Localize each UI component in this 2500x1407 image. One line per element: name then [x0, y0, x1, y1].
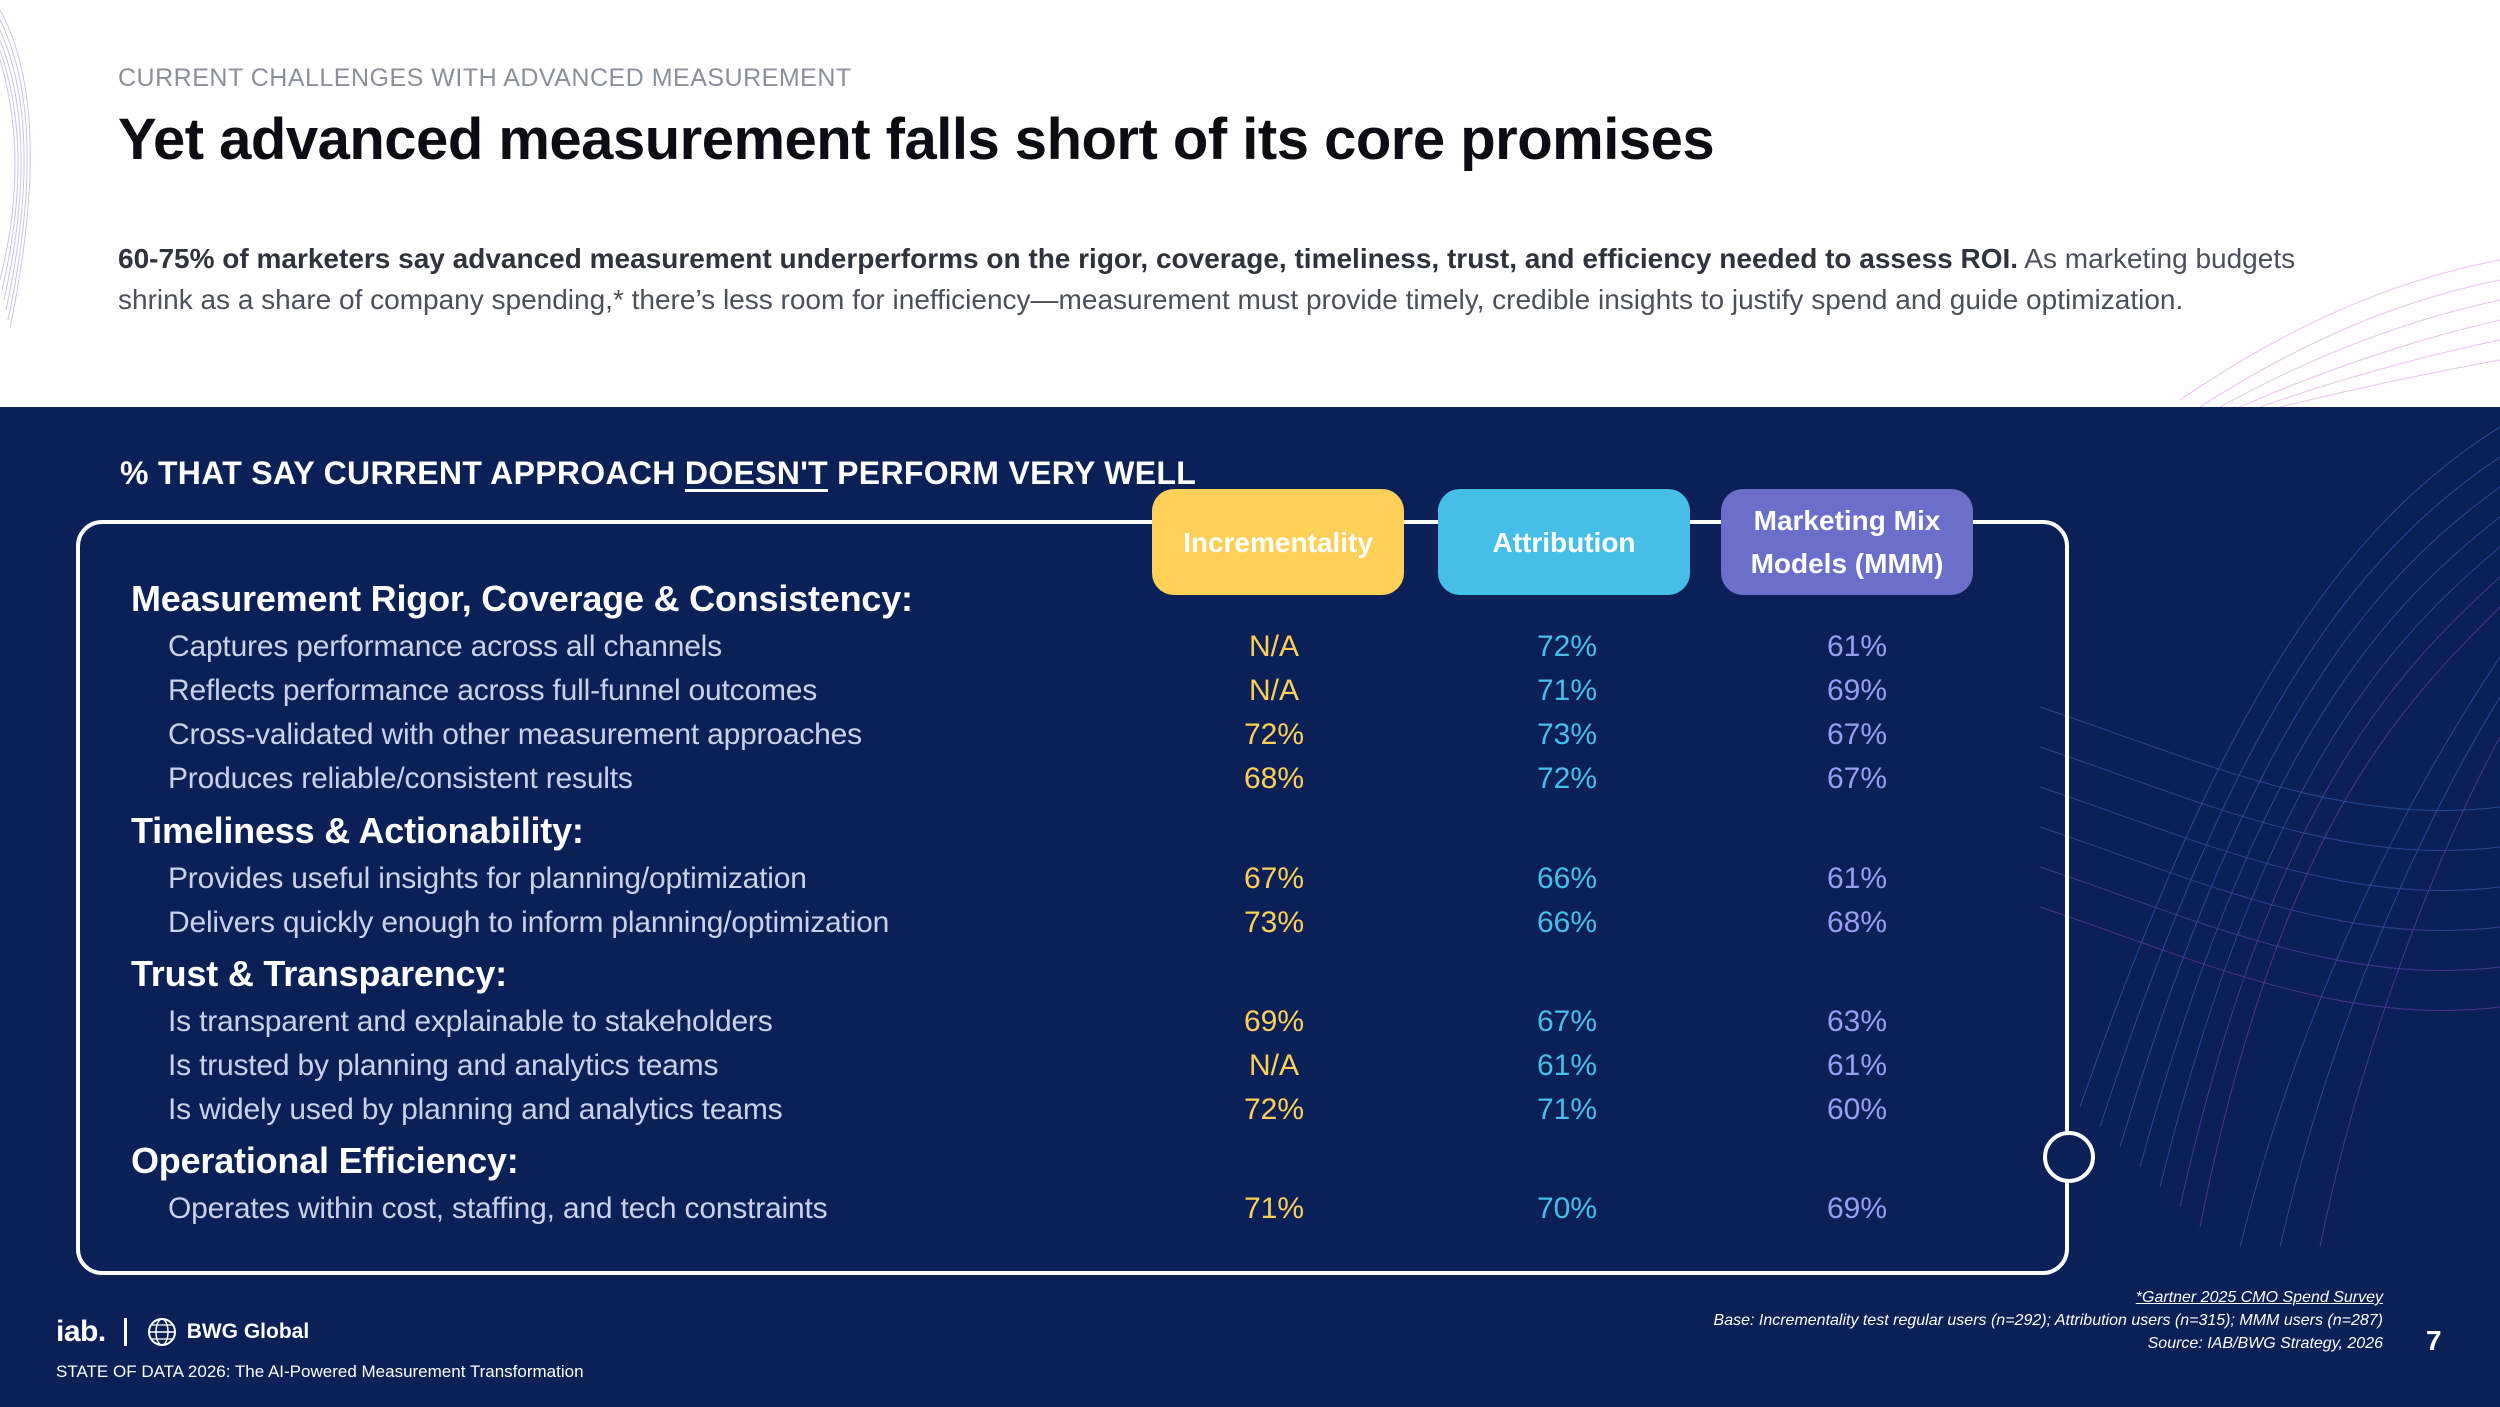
table-cell-attribution: 72%	[1536, 630, 1598, 663]
group-heading: Trust & Transparency:	[131, 953, 507, 994]
table-cell-mmm: 61%	[1826, 630, 1888, 663]
table-cell-mmm: 68%	[1826, 906, 1888, 939]
section-title: % THAT SAY CURRENT APPROACH DOESN'T PERF…	[120, 455, 1196, 492]
column-header-mmm: Marketing Mix Models (MMM)	[1721, 489, 1973, 595]
table-cell-incrementality: 73%	[1243, 906, 1305, 939]
lede-bold: 60-75% of marketers say advanced measure…	[118, 243, 2019, 274]
table-cell-incrementality: 71%	[1243, 1192, 1305, 1225]
table-cell-attribution: 71%	[1536, 674, 1598, 707]
table-cell-mmm: 67%	[1826, 762, 1888, 795]
table-row-label: Is widely used by planning and analytics…	[168, 1093, 783, 1126]
table-cell-incrementality: 68%	[1243, 762, 1305, 795]
group-heading: Timeliness & Actionability:	[131, 810, 584, 851]
table-row-label: Reflects performance across full-funnel …	[168, 674, 818, 707]
lede-rest: As marketing budgets shrink as a share o…	[118, 243, 2296, 315]
page-number: 7	[2426, 1325, 2442, 1356]
table-cell-incrementality: N/A	[1248, 630, 1299, 663]
table-cell-mmm: 63%	[1826, 1005, 1888, 1038]
table-cell-attribution: 66%	[1536, 906, 1598, 939]
table-row-label: Delivers quickly enough to inform planni…	[168, 906, 890, 939]
table-cell-incrementality: 72%	[1243, 718, 1305, 751]
panel-circle-marker	[2043, 1131, 2095, 1183]
footnote-source: Source: IAB/BWG Strategy, 2026	[2147, 1335, 2383, 1352]
report-title: STATE OF DATA 2026: The AI-Powered Measu…	[56, 1362, 584, 1381]
section-title-emphasis: DOESN'T	[684, 455, 828, 491]
lede-paragraph: 60-75% of marketers say advanced measure…	[118, 238, 2358, 320]
table-cell-attribution: 73%	[1536, 718, 1598, 751]
page-title: Yet advanced measurement falls short of …	[118, 107, 1715, 172]
table-row-label: Produces reliable/consistent results	[168, 762, 633, 795]
table-row-label: Is trusted by planning and analytics tea…	[168, 1049, 719, 1082]
table-cell-attribution: 72%	[1536, 762, 1598, 795]
globe-icon	[147, 1318, 176, 1346]
group-heading: Measurement Rigor, Coverage & Consistenc…	[131, 578, 913, 619]
table-row-label: Is transparent and explainable to stakeh…	[168, 1005, 773, 1038]
mesh-lines-decoration	[2040, 426, 2500, 1247]
table-cell-attribution: 66%	[1536, 862, 1598, 895]
wave-lines-decoration-top	[2180, 259, 2500, 407]
table-cell-mmm: 67%	[1826, 718, 1888, 751]
footnote-base: Base: Incrementality test regular users …	[1713, 1312, 2383, 1329]
table-cell-incrementality: 72%	[1243, 1093, 1305, 1126]
table-cell-mmm: 69%	[1826, 674, 1888, 707]
column-header-mmm-label: Marketing Mix Models (MMM)	[1750, 505, 1944, 579]
wave-lines-decoration	[0, 9, 31, 329]
table-panel	[76, 520, 2069, 1275]
table-row-label: Provides useful insights for planning/op…	[168, 862, 807, 895]
table-cell-mmm: 61%	[1826, 1049, 1888, 1082]
section-title-start: % THAT SAY CURRENT APPROACH	[120, 455, 685, 491]
header-area: CURRENT CHALLENGES WITH ADVANCED MEASURE…	[0, 0, 2500, 407]
table-cell-incrementality: 69%	[1243, 1005, 1305, 1038]
table-cell-incrementality: N/A	[1248, 1049, 1299, 1082]
eyebrow-label: CURRENT CHALLENGES WITH ADVANCED MEASURE…	[118, 64, 852, 92]
table-cell-mmm: 69%	[1826, 1192, 1888, 1225]
table-cell-mmm: 60%	[1826, 1093, 1888, 1126]
table-cell-incrementality: 67%	[1243, 862, 1305, 895]
bwg-logo-text: BWG Global	[186, 1320, 310, 1343]
footnotes: *Gartner 2025 CMO Spend Survey Base: Inc…	[1714, 1286, 2383, 1355]
footnote-gartner[interactable]: *Gartner 2025 CMO Spend Survey	[2135, 1289, 2383, 1306]
table-row-label: Operates within cost, staffing, and tech…	[168, 1192, 828, 1225]
column-header-incrementality: Incrementality	[1152, 489, 1404, 595]
table-cell-incrementality: N/A	[1248, 674, 1299, 707]
group-heading: Operational Efficiency:	[131, 1140, 519, 1181]
column-header-attribution: Attribution	[1438, 489, 1690, 595]
bwg-logo: BWG Global	[145, 1315, 310, 1349]
table-row-label: Cross-validated with other measurement a…	[168, 718, 862, 751]
logo-divider	[123, 1318, 127, 1346]
table-cell-mmm: 61%	[1826, 862, 1888, 895]
footer-logos: iab. BWG Global	[56, 1315, 309, 1349]
table-row-label: Captures performance across all channels	[168, 630, 722, 663]
table-cell-attribution: 71%	[1536, 1093, 1598, 1126]
table-cell-attribution: 70%	[1536, 1192, 1598, 1225]
table-cell-attribution: 61%	[1536, 1049, 1598, 1082]
iab-logo: iab.	[56, 1315, 106, 1348]
section-title-end: PERFORM VERY WELL	[827, 455, 1197, 491]
table-cell-attribution: 67%	[1536, 1005, 1598, 1038]
